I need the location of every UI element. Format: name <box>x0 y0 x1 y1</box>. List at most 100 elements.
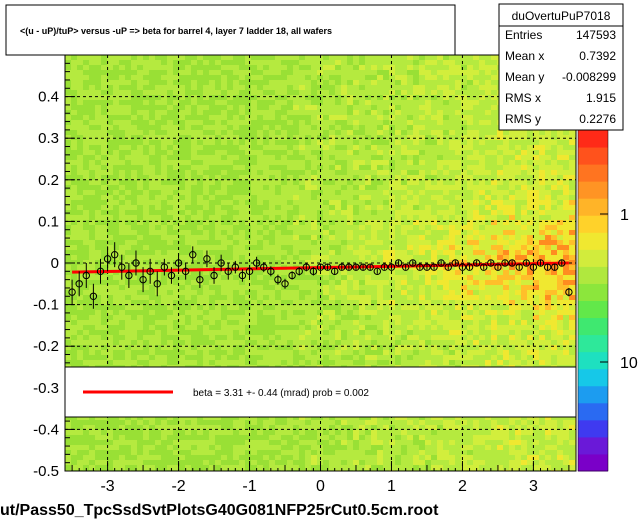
heatmap-cell <box>179 325 185 330</box>
heatmap-cell <box>149 315 155 320</box>
heatmap-cell <box>137 175 143 180</box>
heatmap-cell <box>215 80 221 85</box>
heatmap-cell <box>455 205 461 210</box>
heatmap-cell <box>293 205 299 210</box>
heatmap-cell <box>251 275 257 280</box>
heatmap-cell <box>521 185 527 190</box>
heatmap-cell <box>83 70 89 75</box>
heatmap-cell <box>251 105 257 110</box>
heatmap-cell <box>71 100 77 105</box>
heatmap-cell <box>143 220 149 225</box>
heatmap-cell <box>383 145 389 150</box>
heatmap-cell <box>119 215 125 220</box>
heatmap-cell <box>473 230 479 235</box>
heatmap-cell <box>155 125 161 130</box>
heatmap-cell <box>491 170 497 175</box>
heatmap-cell <box>143 330 149 335</box>
heatmap-cell <box>155 205 161 210</box>
heatmap-cell <box>155 180 161 185</box>
heatmap-cell <box>341 305 347 310</box>
heatmap-cell <box>215 180 221 185</box>
heatmap-cell <box>551 230 557 235</box>
heatmap-cell <box>473 325 479 330</box>
heatmap-cell <box>107 55 113 60</box>
heatmap-cell <box>485 175 491 180</box>
heatmap-cell <box>335 75 341 80</box>
heatmap-cell <box>281 185 287 190</box>
heatmap-cell <box>515 220 521 225</box>
heatmap-cell <box>263 240 269 245</box>
heatmap-cell <box>197 65 203 70</box>
heatmap-cell <box>503 220 509 225</box>
heatmap-cell <box>203 335 209 340</box>
heatmap-cell <box>557 230 563 235</box>
heatmap-cell <box>119 195 125 200</box>
heatmap-cell <box>269 150 275 155</box>
heatmap-cell <box>233 165 239 170</box>
heatmap-cell <box>299 95 305 100</box>
heatmap-cell <box>539 170 545 175</box>
heatmap-cell <box>203 130 209 135</box>
heatmap-cell <box>185 235 191 240</box>
heatmap-cell <box>299 60 305 65</box>
heatmap-cell <box>557 210 563 215</box>
heatmap-cell <box>557 255 563 260</box>
heatmap-cell <box>431 205 437 210</box>
heatmap-cell <box>107 155 113 160</box>
heatmap-cell <box>473 305 479 310</box>
heatmap-cell <box>497 205 503 210</box>
heatmap-cell <box>299 55 305 60</box>
heatmap-cell <box>347 215 353 220</box>
heatmap-cell <box>425 330 431 335</box>
heatmap-cell <box>113 250 119 255</box>
heatmap-cell <box>161 110 167 115</box>
heatmap-cell <box>461 245 467 250</box>
heatmap-cell <box>161 300 167 305</box>
heatmap-cell <box>341 330 347 335</box>
heatmap-cell <box>281 60 287 65</box>
heatmap-cell <box>251 340 257 345</box>
heatmap-cell <box>287 105 293 110</box>
heatmap-cell <box>269 115 275 120</box>
heatmap-cell <box>443 210 449 215</box>
heatmap-cell <box>389 335 395 340</box>
heatmap-cell <box>569 160 575 165</box>
heatmap-cell <box>131 115 137 120</box>
heatmap-cell <box>101 90 107 95</box>
heatmap-cell <box>71 210 77 215</box>
heatmap-cell <box>83 300 89 305</box>
heatmap-cell <box>245 80 251 85</box>
heatmap-cell <box>143 300 149 305</box>
heatmap-cell <box>119 60 125 65</box>
heatmap-cell <box>89 335 95 340</box>
heatmap-cell <box>173 150 179 155</box>
heatmap-cell <box>443 300 449 305</box>
heatmap-cell <box>569 145 575 150</box>
heatmap-cell <box>479 60 485 65</box>
heatmap-cell <box>191 60 197 65</box>
heatmap-cell <box>509 140 515 145</box>
heatmap-cell <box>293 245 299 250</box>
heatmap-cell <box>545 320 551 325</box>
heatmap-cell <box>233 280 239 285</box>
heatmap-cell <box>353 120 359 125</box>
heatmap-cell <box>467 195 473 200</box>
heatmap-cell <box>419 215 425 220</box>
heatmap-cell <box>221 295 227 300</box>
heatmap-cell <box>293 230 299 235</box>
heatmap-cell <box>275 125 281 130</box>
heatmap-cell <box>359 80 365 85</box>
heatmap-cell <box>515 230 521 235</box>
heatmap-cell <box>329 330 335 335</box>
heatmap-cell <box>215 225 221 230</box>
heatmap-cell <box>515 245 521 250</box>
heatmap-cell <box>89 90 95 95</box>
heatmap-cell <box>545 185 551 190</box>
heatmap-cell <box>161 145 167 150</box>
heatmap-cell <box>191 230 197 235</box>
heatmap-cell <box>263 220 269 225</box>
heatmap-cell <box>197 235 203 240</box>
heatmap-cell <box>563 230 569 235</box>
heatmap-cell <box>467 245 473 250</box>
heatmap-cell <box>413 140 419 145</box>
